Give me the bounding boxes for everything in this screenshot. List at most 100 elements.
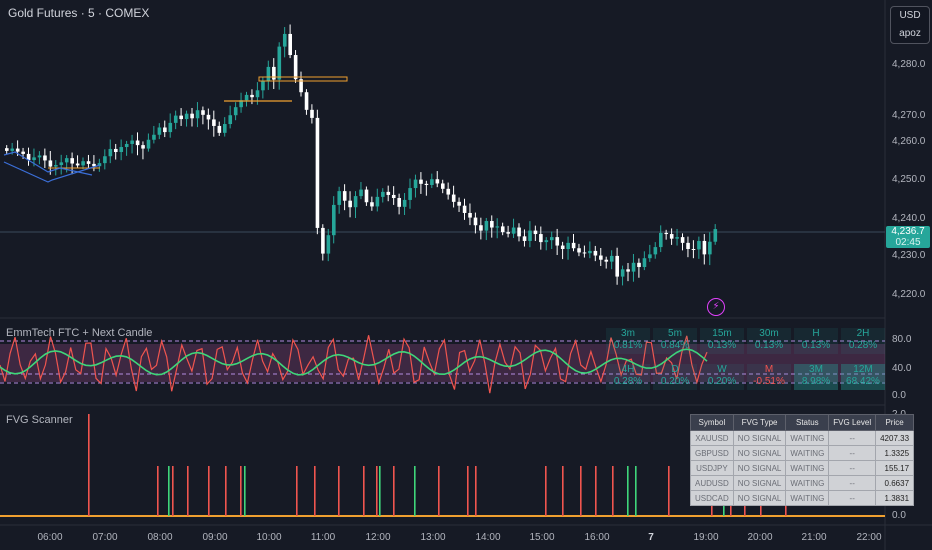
- mtf-timeframe: 5m: [668, 328, 682, 339]
- candle-body: [500, 226, 505, 233]
- fvg-cell: WAITING: [785, 430, 830, 446]
- mtf-cell: 5m 0.84%: [653, 328, 697, 354]
- signal-bar: [379, 466, 381, 516]
- candle-body: [223, 124, 227, 133]
- time-tick-label: 07:00: [92, 532, 118, 543]
- time-tick-label: 16:00: [584, 532, 610, 543]
- candle-body: [321, 227, 325, 254]
- fvg-cell: XAUUSD: [690, 430, 734, 446]
- indicator-tick-label: 80.0: [892, 334, 912, 345]
- mtf-change: 0.20%: [707, 376, 737, 387]
- indicator-title[interactable]: EmmTech FTC + Next Candle: [6, 327, 153, 339]
- candle-body: [59, 162, 64, 166]
- candle-body: [686, 242, 690, 249]
- mtf-change: 0.28%: [848, 340, 878, 351]
- candle-body: [408, 188, 412, 200]
- last-price: 4,236.7: [891, 226, 925, 237]
- time-tick-label: 7: [648, 532, 654, 543]
- fvg-row: USDCAD NO SIGNAL WAITING -- 1.3831: [690, 490, 915, 506]
- lightning-icon[interactable]: ⚡: [707, 298, 725, 316]
- candle-body: [43, 155, 47, 161]
- candle-body: [435, 179, 440, 184]
- candle-body: [10, 148, 15, 151]
- candle-body: [179, 115, 183, 120]
- signal-bar: [580, 466, 582, 516]
- mtf-change: 0.81%: [613, 340, 643, 351]
- price-tick-label: 4,240.0: [892, 213, 926, 224]
- signal-bar: [187, 466, 189, 516]
- signal-bar: [296, 466, 298, 516]
- candle-body: [402, 199, 407, 207]
- candle-body: [539, 234, 543, 243]
- candle-body: [184, 113, 189, 120]
- signal-bar: [612, 466, 614, 516]
- candle-body: [168, 122, 173, 133]
- mtf-cell: 3m 0.81%: [606, 328, 650, 354]
- candle-body: [544, 240, 549, 243]
- candle-body: [103, 156, 107, 164]
- candle-body: [484, 221, 489, 231]
- currency-selector[interactable]: USD apoz: [890, 6, 930, 44]
- price-tick-label: 4,270.0: [892, 110, 926, 121]
- mtf-timeframe: 15m: [712, 328, 732, 339]
- mtf-change: 0.13%: [754, 340, 784, 351]
- candle-body: [288, 33, 292, 56]
- fvg-cell: WAITING: [785, 460, 830, 476]
- mtf-cell: 30m 0.13%: [747, 328, 791, 354]
- time-tick-label: 11:00: [310, 532, 336, 543]
- candle-body: [81, 161, 85, 166]
- candle-body: [370, 202, 374, 207]
- candle-body: [490, 221, 494, 228]
- fvg-cell: --: [828, 430, 877, 446]
- mtf-timeframe: H: [812, 328, 820, 339]
- candle-body: [381, 191, 385, 197]
- time-tick-label: 19:00: [693, 532, 719, 543]
- price-tick-label: 4,280.0: [892, 59, 926, 70]
- candle-body: [604, 259, 609, 262]
- mtf-change: 0.84%: [660, 340, 690, 351]
- candle-body: [293, 55, 298, 80]
- fvg-cell: 155.17: [875, 460, 915, 476]
- candle-body: [299, 79, 303, 93]
- candle-body: [702, 240, 707, 255]
- candle-body: [669, 234, 674, 239]
- scanner-title[interactable]: FVG Scanner: [6, 414, 73, 426]
- candle-body: [675, 237, 679, 239]
- mtf-timeframe: 3m: [621, 328, 635, 339]
- candle-body: [195, 110, 200, 119]
- candle-body: [277, 46, 282, 80]
- signal-bar: [314, 466, 316, 516]
- fvg-cell: WAITING: [785, 445, 830, 461]
- candle-body: [391, 194, 396, 199]
- candle-body: [48, 160, 53, 167]
- fvg-table: Symbol FVG Type Status FVG Level Price XAUUS…: [690, 414, 915, 506]
- signal-bar: [414, 466, 416, 516]
- fvg-row: AUDUSD NO SIGNAL WAITING -- 0.6637: [690, 475, 915, 491]
- oscillator-fast-line: [0, 335, 708, 394]
- time-tick-label: 12:00: [365, 532, 391, 543]
- trend-line: [3, 151, 93, 176]
- candle-body: [37, 155, 42, 158]
- mtf-cell: 3M 8.98%: [794, 364, 838, 390]
- candle-body: [157, 127, 162, 135]
- fvg-cell: NO SIGNAL: [732, 490, 787, 506]
- candle-body: [631, 262, 636, 272]
- candle-body: [244, 94, 249, 101]
- candle-body: [468, 212, 472, 218]
- fvg-header: FVG Level: [828, 414, 877, 431]
- candle-body: [21, 151, 25, 154]
- time-tick-label: 13:00: [420, 532, 446, 543]
- chart-title: Gold Futures · 5 · COMEX: [8, 6, 150, 20]
- mtf-change: 0.13%: [707, 340, 737, 351]
- candle-body: [239, 100, 243, 108]
- time-tick-label: 09:00: [202, 532, 228, 543]
- mtf-timeframe: 2H: [856, 328, 870, 339]
- mtf-timeframe: M: [764, 364, 774, 375]
- candle-body: [201, 110, 205, 115]
- candle-body: [441, 183, 445, 189]
- candle-body: [593, 250, 598, 256]
- time-tick-label: 15:00: [529, 532, 555, 543]
- candle-body: [359, 189, 363, 197]
- candle-body: [691, 249, 696, 250]
